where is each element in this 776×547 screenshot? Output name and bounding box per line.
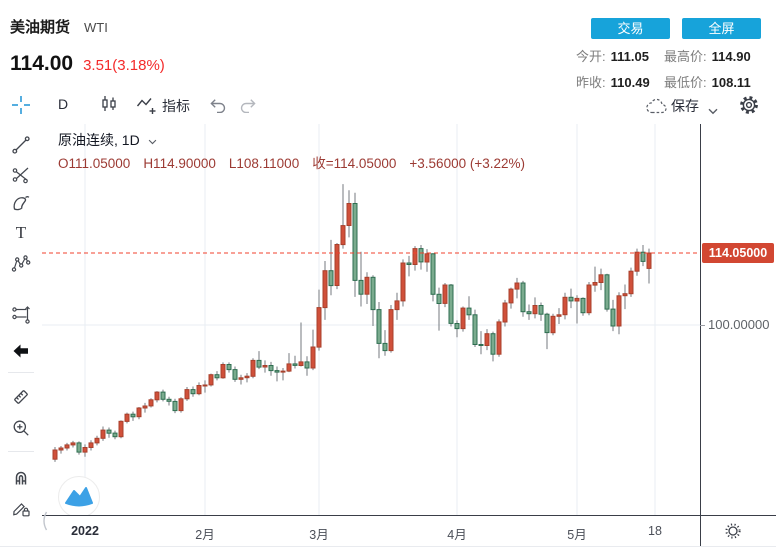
price-change: 3.51(3.18%) (83, 57, 165, 74)
lock-drawings-tool-icon[interactable] (11, 498, 31, 518)
chart-legend-title[interactable]: 原油连续, 1D (58, 130, 157, 150)
forecast-tool-icon[interactable] (11, 305, 31, 325)
time-axis-label: 2月 (195, 528, 215, 542)
time-axis[interactable]: 2022 2月 3月 4月 5月 18 (42, 515, 776, 546)
brush-tool-icon[interactable] (11, 193, 31, 213)
chart-legend-ohlc: O111.05000 H114.90000 L108.11000 收=114.0500… (58, 152, 538, 172)
zoom-in-tool-icon[interactable] (11, 418, 31, 438)
candlestick-chart[interactable] (42, 124, 700, 515)
cloud-icon (645, 97, 669, 120)
crosshair-tool-icon[interactable] (11, 95, 31, 115)
pitchfork-tool-icon[interactable] (11, 165, 31, 185)
time-axis-label: 18 (648, 524, 662, 538)
axis-corner-separator (700, 515, 701, 546)
sidebar-divider (8, 372, 34, 373)
indicators-button[interactable]: 指标 (162, 98, 190, 114)
time-axis-label: 2022 (71, 524, 99, 538)
undo-icon[interactable] (208, 97, 228, 118)
legend-change: +3.56000 (+3.22%) (409, 156, 525, 171)
time-axis-label: 3月 (309, 528, 329, 542)
time-axis-label: 4月 (447, 528, 467, 542)
stat-low: 最低价: 108.11 (664, 75, 751, 90)
price-axis-label-100: 100.00000 (708, 317, 770, 332)
last-price: 114.00 (10, 52, 74, 75)
legend-open: O111.05000 (58, 156, 131, 171)
legend-high: H114.90000 (143, 156, 216, 171)
stat-open: 今开: 111.05 (576, 49, 649, 64)
instrument-title: 美油期货 (10, 19, 71, 36)
time-axis-label: 5月 (567, 528, 587, 542)
hide-drawings-arrow-icon[interactable] (11, 340, 31, 360)
magnet-tool-icon[interactable] (11, 467, 31, 487)
chart-style-candles-icon[interactable] (99, 94, 119, 119)
redo-icon[interactable] (238, 97, 258, 118)
last-price-tag: 114.05000 (702, 243, 774, 263)
svg-text:T: T (16, 223, 27, 242)
text-tool-icon[interactable]: T (11, 222, 31, 242)
indicators-icon[interactable] (136, 96, 158, 121)
save-menu-chevron-icon[interactable] (708, 102, 718, 120)
fullscreen-button[interactable]: 全屏 (682, 18, 761, 39)
trend-line-tool-icon[interactable] (11, 135, 31, 155)
scroll-left-chevron-icon[interactable] (40, 510, 48, 537)
legend-chevron-icon[interactable] (148, 139, 157, 145)
stat-high: 最高价: 114.90 (664, 49, 751, 64)
instrument-header: 美油期货 WTI (10, 16, 108, 37)
ruler-tool-icon[interactable] (11, 387, 31, 407)
legend-low: L108.11000 (228, 156, 300, 171)
sidebar-divider (8, 451, 34, 452)
settings-gear-icon[interactable] (738, 94, 760, 121)
xabcd-pattern-tool-icon[interactable] (11, 254, 31, 274)
price-tick (700, 325, 705, 326)
platform-logo (58, 476, 100, 518)
stat-prev-close: 昨收: 110.49 (576, 75, 650, 90)
legend-close: 收=114.05000 (312, 156, 397, 171)
interval-button[interactable]: D (58, 96, 69, 112)
instrument-symbol: WTI (84, 20, 108, 35)
price-header: 114.00 3.51(3.18%) (10, 52, 165, 76)
price-axis[interactable] (700, 124, 776, 515)
time-axis-settings-icon[interactable] (724, 522, 742, 545)
trade-button[interactable]: 交易 (591, 18, 670, 39)
save-button[interactable]: 保存 (671, 98, 699, 114)
